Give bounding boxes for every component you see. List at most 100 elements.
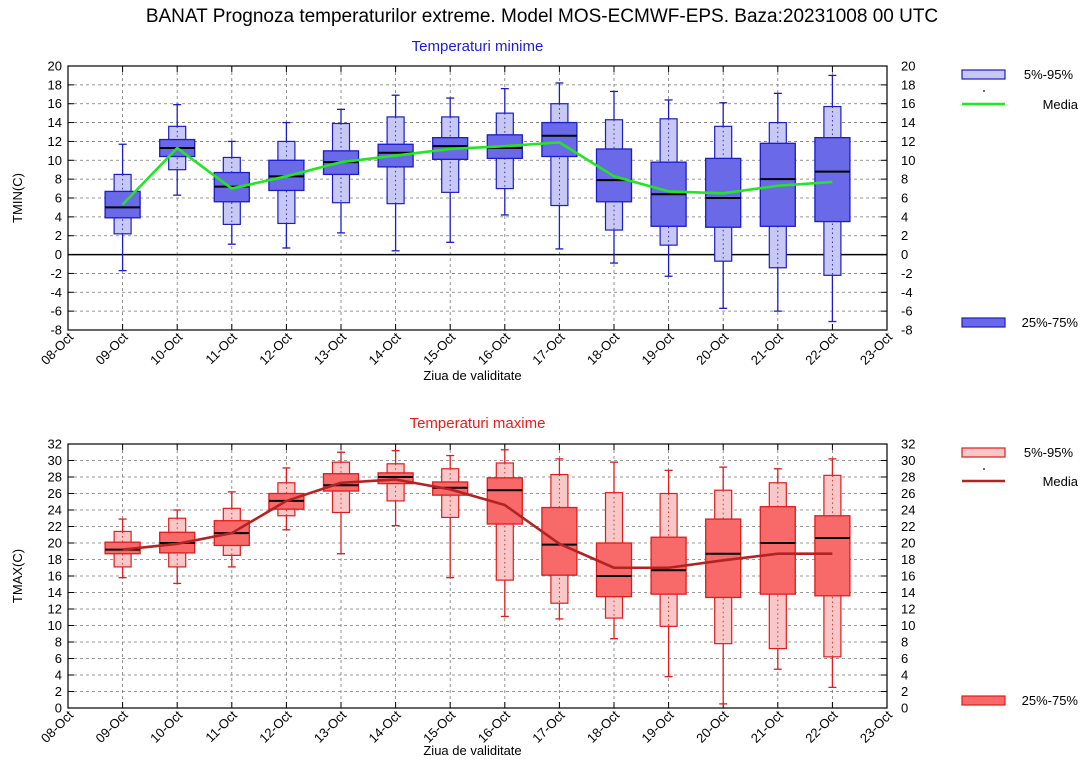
y-tick-label-right: 28 [901,470,915,485]
x-tick-label: 13-Oct [311,707,349,745]
y-tick-label-right: 18 [901,77,915,92]
y-tick-label-right: 16 [901,569,915,584]
y-tick-label: 16 [48,569,62,584]
y-tick-label-right: 20 [901,59,915,74]
box-25-75 [541,506,578,576]
x-tick-label: 21-Oct [748,707,786,745]
y-tick-label-right: 10 [901,153,915,168]
x-axis-label: Ziua de validitate [423,368,521,383]
y-tick-label-right: 2 [901,684,908,699]
y-tick-label: 6 [55,651,62,666]
box-25-75 [814,515,851,597]
y-tick-label: 12 [48,134,62,149]
x-tick-label: 12-Oct [256,707,294,745]
box-21-Oct [759,468,796,670]
y-tick-label-right: -6 [901,304,913,319]
y-tick-label-right: 14 [901,585,915,600]
y-tick-label: 10 [48,618,62,633]
y-tick-label-right: 2 [901,228,908,243]
y-tick-label: 6 [55,191,62,206]
y-tick-label-right: 20 [901,536,915,551]
box-20-Oct [705,102,742,309]
y-axis-label: TMIN(C) [10,173,25,223]
x-tick-label: 14-Oct [366,707,404,745]
box-21-Oct [759,92,796,312]
y-tick-label: -2 [50,266,62,281]
y-tick-label-right: 8 [901,635,908,650]
x-tick-label: 18-Oct [584,707,622,745]
box-20-Oct [705,466,742,705]
x-tick-label: 15-Oct [420,329,458,367]
legend-swatch-5-95 [961,447,1006,458]
x-tick-label: 14-Oct [366,329,404,367]
box-16-Oct [486,449,523,618]
y-tick-label: 28 [48,470,62,485]
y-tick-label-right: 18 [901,552,915,567]
box-13-Oct [322,108,360,234]
x-tick-label: 19-Oct [639,329,677,367]
y-tick-label-right: -2 [901,266,913,281]
y-tick-label-right: 6 [901,651,908,666]
box-15-Oct [432,97,469,243]
box-25-75 [814,137,851,223]
x-tick-label: 18-Oct [584,329,622,367]
x-tick-label: 10-Oct [147,329,185,367]
panel-tmin: Temperaturi minime -8 -8 -6 -6 -4 -4 -2 -2 0 0 2 2 4 4… [10,38,1079,383]
legend-label-25-75: 25%-75% [1022,315,1079,330]
y-tick-label-right: 8 [901,172,908,187]
page-title: BANAT Prognoza temperaturilor extreme. M… [145,6,939,27]
y-tick-label-right: 22 [901,519,915,534]
y-tick-label: 2 [55,684,62,699]
y-tick-label: -8 [50,323,62,338]
mean-line [121,141,833,206]
y-tick-label-right: 14 [901,115,915,130]
x-tick-label: 13-Oct [311,329,349,367]
legend-swatch-25-75 [961,695,1006,706]
y-tick-label-right: 10 [901,618,915,633]
x-tick-label: 20-Oct [693,329,731,367]
box-09-Oct [104,143,141,272]
x-axis-label: Ziua de validitate [423,743,521,758]
y-tick-label: 16 [48,96,62,111]
y-tick-label-right: 12 [901,602,915,617]
y-tick-label: 22 [48,519,62,534]
y-tick-label-right: 6 [901,191,908,206]
x-tick-label: 21-Oct [748,329,786,367]
x-tick-label: 17-Oct [529,707,567,745]
y-tick-label-right: 4 [901,209,908,224]
y-tick-label: 4 [55,668,62,683]
y-tick-label: 18 [48,552,62,567]
legend-label-5-95: 5%-95% [1024,67,1074,82]
y-tick-label-right: 0 [901,247,908,262]
box-14-Oct [377,449,414,527]
chart-subtitle: Temperaturi minime [412,38,544,55]
legend-dot [983,468,985,470]
box-11-Oct [213,140,250,245]
y-tick-label-right: 26 [901,486,915,501]
box-10-Oct [159,104,196,196]
box-14-Oct [377,94,414,252]
x-tick-label: 20-Oct [693,707,731,745]
legend-swatch-25-75 [961,317,1006,328]
legend-label-5-95: 5%-95% [1024,445,1074,460]
y-tick-label-right: -4 [901,285,913,300]
y-tick-label-right: 30 [901,453,915,468]
box-25-75 [650,536,687,595]
y-tick-label: 14 [48,115,62,130]
x-tick-label: 23-Oct [857,707,895,745]
y-tick-label: 0 [55,247,62,262]
legend-dot [983,90,985,92]
box-25-75 [759,506,796,595]
x-tick-label: 09-Oct [93,329,131,367]
chart-subtitle: Temperaturi maxime [410,415,546,432]
y-tick-label: 24 [48,503,62,518]
box-17-Oct [541,82,578,250]
x-tick-label: 17-Oct [529,329,567,367]
y-tick-label-right: 16 [901,96,915,111]
box-19-Oct [650,99,687,277]
mean-line [122,478,833,570]
box-22-Oct [814,74,851,323]
y-tick-label: -6 [50,304,62,319]
